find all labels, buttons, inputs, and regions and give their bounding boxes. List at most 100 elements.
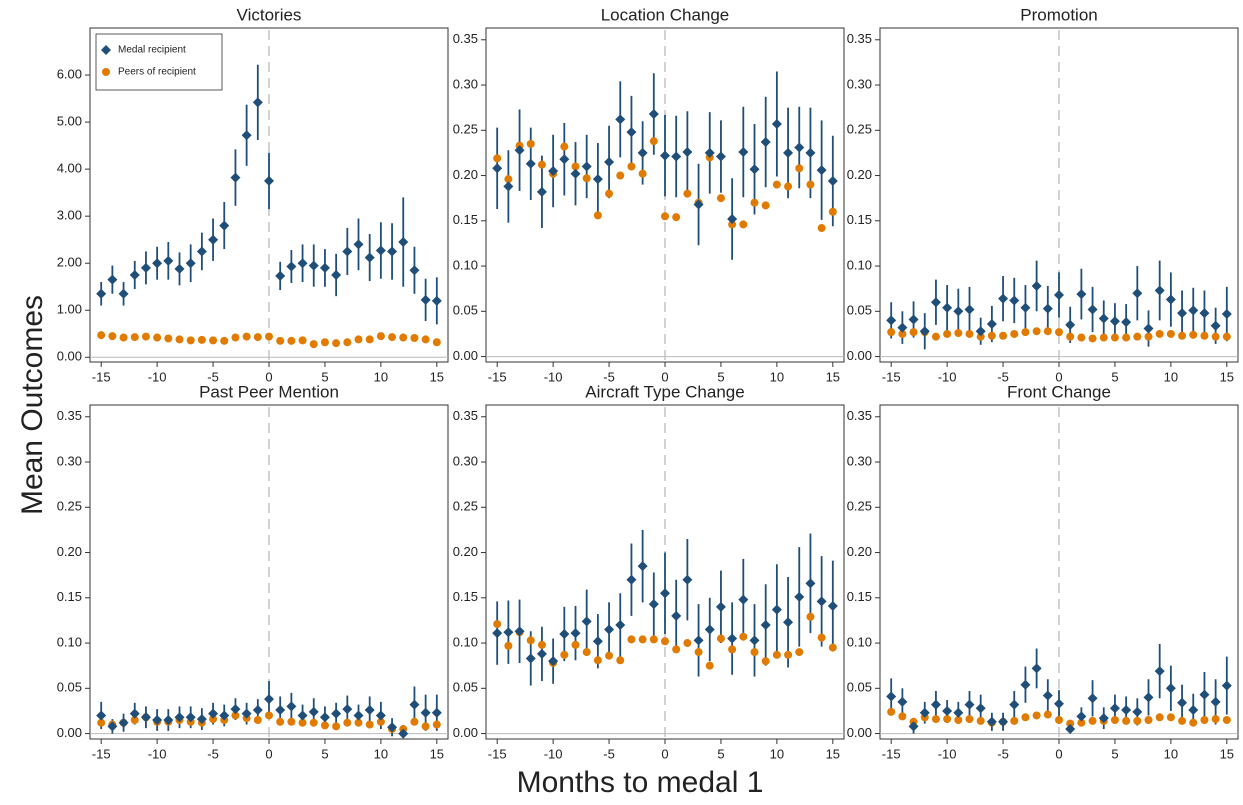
x-tick-label: 15 xyxy=(430,369,444,384)
point xyxy=(220,336,229,345)
point xyxy=(738,594,749,605)
point xyxy=(163,255,174,266)
point xyxy=(174,712,185,723)
point xyxy=(432,338,441,347)
point xyxy=(1132,706,1143,717)
point xyxy=(129,269,140,280)
point xyxy=(343,338,352,347)
point xyxy=(1199,689,1210,700)
point xyxy=(649,137,658,146)
point xyxy=(761,657,770,666)
point xyxy=(431,295,442,306)
y-tick-label: 0.10 xyxy=(847,634,872,649)
point xyxy=(682,147,693,158)
point xyxy=(298,718,307,727)
x-tick-label: -10 xyxy=(148,369,167,384)
point xyxy=(309,718,318,727)
point xyxy=(96,288,107,299)
point xyxy=(805,578,816,589)
point xyxy=(536,648,547,659)
point xyxy=(559,154,570,165)
x-tick-label: 15 xyxy=(1220,746,1234,761)
point xyxy=(141,332,150,341)
point xyxy=(1144,715,1153,724)
point xyxy=(1055,715,1063,724)
point xyxy=(186,336,195,345)
point xyxy=(1143,692,1154,703)
legend-box xyxy=(95,33,223,91)
point xyxy=(421,335,430,344)
point xyxy=(1166,329,1175,338)
x-tick-label: 5 xyxy=(321,369,328,384)
point xyxy=(1210,320,1221,331)
point xyxy=(1087,693,1098,704)
point xyxy=(1155,329,1164,338)
y-tick-label: 0.10 xyxy=(57,634,82,649)
point xyxy=(231,711,240,720)
point xyxy=(648,108,659,119)
point xyxy=(771,118,782,129)
point xyxy=(704,624,715,635)
y-tick-label: 0.30 xyxy=(57,453,82,468)
point xyxy=(1042,690,1053,701)
point xyxy=(1200,715,1209,724)
panel: Victories 0.00 1.00 2.00 3.00 4.00 5.00 6.00 -15… xyxy=(57,5,449,384)
point xyxy=(1098,313,1109,324)
x-tick-label: -15 xyxy=(882,369,901,384)
point xyxy=(638,635,647,644)
point xyxy=(375,245,386,256)
point xyxy=(828,207,837,216)
point xyxy=(986,716,997,727)
y-tick-label: 0.25 xyxy=(453,499,478,514)
point xyxy=(816,596,827,607)
point xyxy=(716,194,725,203)
point xyxy=(661,637,669,646)
point xyxy=(1165,683,1176,694)
point xyxy=(943,329,952,338)
point xyxy=(648,599,659,610)
point xyxy=(264,694,274,705)
point xyxy=(353,239,364,250)
point xyxy=(208,708,219,719)
y-tick-label: 0.35 xyxy=(453,31,478,46)
y-tick-label: 5.00 xyxy=(57,114,82,129)
point xyxy=(308,260,319,271)
point xyxy=(242,332,251,341)
point xyxy=(196,714,207,725)
x-tick-label: 0 xyxy=(265,746,272,761)
y-tick-label: 0.30 xyxy=(847,76,872,91)
point xyxy=(593,211,602,220)
point xyxy=(794,142,805,153)
point xyxy=(604,624,615,635)
point xyxy=(806,180,815,189)
point xyxy=(107,721,118,732)
point xyxy=(1099,333,1108,342)
point xyxy=(219,220,230,231)
point xyxy=(331,269,342,280)
point xyxy=(1010,716,1019,725)
point xyxy=(163,714,174,725)
x-tick-label: -15 xyxy=(488,746,507,761)
point xyxy=(582,648,591,657)
point xyxy=(108,332,117,341)
point xyxy=(1031,280,1042,291)
point xyxy=(525,158,536,169)
point xyxy=(593,656,602,665)
point xyxy=(1210,696,1221,707)
y-tick-label: 0.10 xyxy=(453,634,478,649)
point xyxy=(1076,711,1087,722)
point xyxy=(806,612,815,621)
point xyxy=(1132,288,1143,299)
y-tick-label: 0.30 xyxy=(453,76,478,91)
point xyxy=(931,332,940,341)
point xyxy=(1077,718,1086,727)
point xyxy=(626,127,637,138)
point xyxy=(943,715,952,724)
point xyxy=(319,262,330,273)
point xyxy=(887,707,896,716)
legend-marker xyxy=(101,45,111,55)
point xyxy=(886,315,897,326)
x-tick-label: 10 xyxy=(374,369,388,384)
point xyxy=(398,728,409,739)
point xyxy=(376,332,385,341)
